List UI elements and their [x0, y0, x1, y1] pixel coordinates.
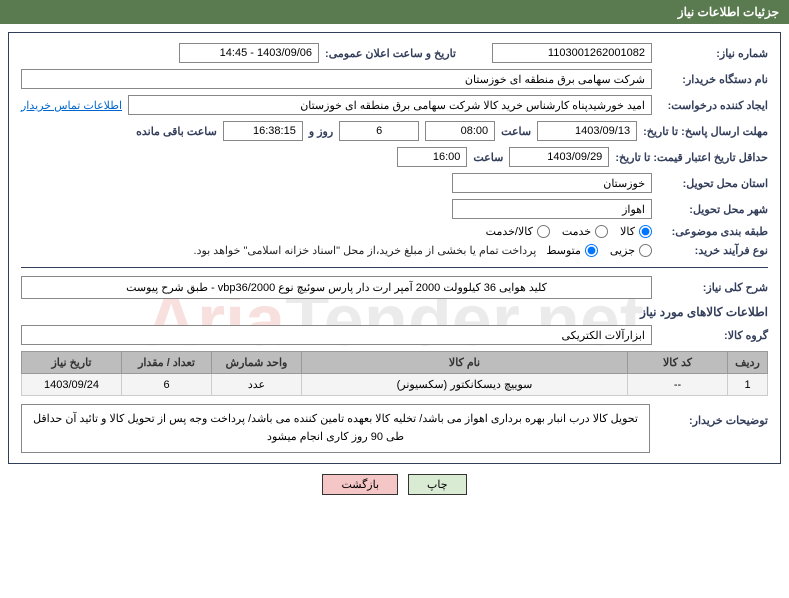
label-hour-2: ساعت	[473, 151, 503, 164]
field-buyer-org: شرکت سهامی برق منطقه ای خوزستان	[21, 69, 652, 89]
radio-process-medium[interactable]: متوسط	[546, 244, 598, 257]
field-deadline-send-date: 1403/09/13	[537, 121, 637, 141]
label-buyer-org: نام دستگاه خریدار:	[658, 73, 768, 86]
row-buyer-notes: توضیحات خریدار: تحویل کالا درب انبار بهر…	[21, 404, 768, 453]
th-name: نام کالا	[302, 352, 628, 374]
radio-input-medium[interactable]	[585, 244, 598, 257]
table-row: 1 -- سوییچ دیسکانکتور (سکسیونر) عدد 6 14…	[22, 374, 768, 396]
goods-table: ردیف کد کالا نام کالا واحد شمارش تعداد /…	[21, 351, 768, 396]
label-requester: ایجاد کننده درخواست:	[658, 99, 768, 112]
table-header-row: ردیف کد کالا نام کالا واحد شمارش تعداد /…	[22, 352, 768, 374]
row-need-desc: شرح کلی نیاز: کلید هوایی 36 کیلوولت 2000…	[21, 276, 768, 299]
label-delivery-province: استان محل تحویل:	[658, 177, 768, 190]
row-deadline-send: مهلت ارسال پاسخ: تا تاریخ: 1403/09/13 سا…	[21, 121, 768, 141]
th-qty: تعداد / مقدار	[122, 352, 212, 374]
page-title: جزئیات اطلاعات نیاز	[678, 5, 779, 19]
field-need-number: 1103001262001082	[492, 43, 652, 63]
divider-1	[21, 267, 768, 268]
label-buyer-notes: توضیحات خریدار:	[658, 404, 768, 427]
label-hour-1: ساعت	[501, 125, 531, 138]
field-requester: امید خورشیدپناه کارشناس خرید کالا شرکت س…	[128, 95, 652, 115]
field-remaining-time: 16:38:15	[223, 121, 303, 141]
cell-qty: 6	[122, 374, 212, 396]
label-deadline-send: مهلت ارسال پاسخ: تا تاریخ:	[643, 125, 768, 138]
field-buyer-notes: تحویل کالا درب انبار بهره برداری اهواز م…	[21, 404, 650, 453]
row-delivery-province: استان محل تحویل: خوزستان	[21, 173, 768, 193]
row-requester: ایجاد کننده درخواست: امید خورشیدپناه کار…	[21, 95, 768, 115]
label-delivery-city: شهر محل تحویل:	[658, 203, 768, 216]
process-note: پرداخت تمام یا بخشی از مبلغ خرید،از محل …	[194, 244, 537, 257]
th-row: ردیف	[728, 352, 768, 374]
label-deadline-price: حداقل تاریخ اعتبار قیمت: تا تاریخ:	[615, 151, 768, 164]
page-header: جزئیات اطلاعات نیاز	[0, 0, 789, 24]
button-row: چاپ بازگشت	[0, 474, 789, 495]
radio-input-both[interactable]	[537, 225, 550, 238]
print-button[interactable]: چاپ	[408, 474, 467, 495]
label-time-remaining: ساعت باقی مانده	[136, 125, 217, 138]
th-unit: واحد شمارش	[212, 352, 302, 374]
main-frame: شماره نیاز: 1103001262001082 تاریخ و ساع…	[8, 32, 781, 464]
radio-group-process: جزیی متوسط	[546, 244, 652, 257]
radio-subject-goods[interactable]: کالا	[620, 225, 652, 238]
field-deadline-price-date: 1403/09/29	[509, 147, 609, 167]
row-purchase-process: نوع فرآیند خرید: جزیی متوسط پرداخت تمام …	[21, 244, 768, 257]
th-code: کد کالا	[628, 352, 728, 374]
row-deadline-price: حداقل تاریخ اعتبار قیمت: تا تاریخ: 1403/…	[21, 147, 768, 167]
radio-input-minor[interactable]	[639, 244, 652, 257]
section-goods-info: اطلاعات کالاهای مورد نیاز	[21, 305, 768, 319]
radio-subject-service[interactable]: خدمت	[562, 225, 608, 238]
field-remaining-days: 6	[339, 121, 419, 141]
field-goods-group: ابزارآلات الکتريکی	[21, 325, 652, 345]
link-buyer-contact[interactable]: اطلاعات تماس خریدار	[21, 99, 122, 112]
cell-name: سوییچ دیسکانکتور (سکسیونر)	[302, 374, 628, 396]
label-goods-group: گروه کالا:	[658, 329, 768, 342]
radio-group-subject: کالا خدمت کالا/خدمت	[486, 225, 652, 238]
radio-subject-both[interactable]: کالا/خدمت	[486, 225, 550, 238]
label-need-desc: شرح کلی نیاز:	[658, 281, 768, 294]
radio-input-goods[interactable]	[639, 225, 652, 238]
label-purchase-process: نوع فرآیند خرید:	[658, 244, 768, 257]
th-date: تاریخ نیاز	[22, 352, 122, 374]
row-goods-group: گروه کالا: ابزارآلات الکتريکی	[21, 325, 768, 345]
radio-input-service[interactable]	[595, 225, 608, 238]
label-days-and: روز و	[309, 125, 333, 138]
row-subject-category: طبقه بندی موضوعی: کالا خدمت کالا/خدمت	[21, 225, 768, 238]
row-buyer-org: نام دستگاه خریدار: شرکت سهامی برق منطقه …	[21, 69, 768, 89]
field-delivery-province: خوزستان	[452, 173, 652, 193]
row-need-number: شماره نیاز: 1103001262001082 تاریخ و ساع…	[21, 43, 768, 63]
cell-unit: عدد	[212, 374, 302, 396]
cell-date: 1403/09/24	[22, 374, 122, 396]
label-announce-datetime: تاریخ و ساعت اعلان عمومی:	[325, 47, 456, 60]
field-delivery-city: اهواز	[452, 199, 652, 219]
cell-code: --	[628, 374, 728, 396]
back-button[interactable]: بازگشت	[322, 474, 398, 495]
field-deadline-price-time: 16:00	[397, 147, 467, 167]
field-need-desc: کلید هوایی 36 کیلوولت 2000 آمپر ارت دار …	[21, 276, 652, 299]
label-subject-category: طبقه بندی موضوعی:	[658, 225, 768, 238]
row-delivery-city: شهر محل تحویل: اهواز	[21, 199, 768, 219]
radio-process-minor[interactable]: جزیی	[610, 244, 652, 257]
label-need-number: شماره نیاز:	[658, 47, 768, 60]
field-deadline-send-time: 08:00	[425, 121, 495, 141]
field-announce-datetime: 1403/09/06 - 14:45	[179, 43, 319, 63]
cell-row: 1	[728, 374, 768, 396]
